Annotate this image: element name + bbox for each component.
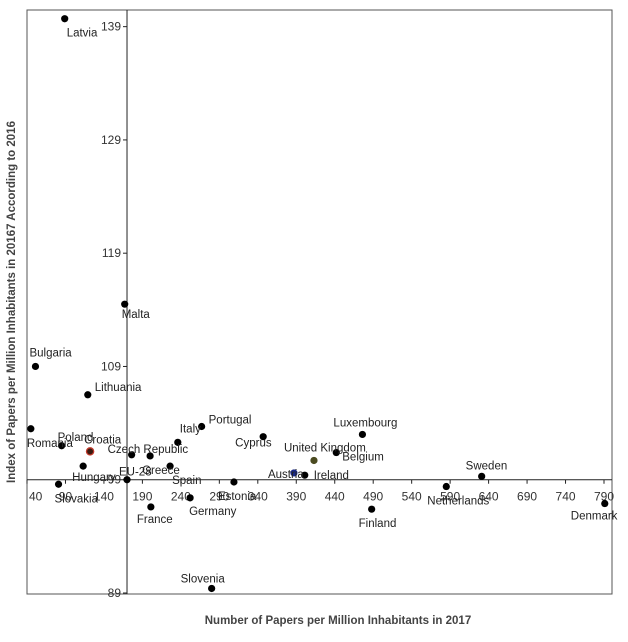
data-point — [147, 503, 155, 511]
x-tick-label: 340 — [248, 490, 268, 504]
x-tick-label: 540 — [402, 490, 422, 504]
data-point — [121, 300, 129, 308]
y-axis-ticks: 89 99 109 119 129 139 — [101, 20, 128, 600]
data-point — [174, 438, 182, 446]
data-point — [146, 452, 154, 460]
point-label: Germany — [189, 506, 237, 518]
data-point — [54, 480, 63, 488]
x-tick-label: 40 — [29, 490, 43, 504]
point-label: Poland — [58, 432, 94, 444]
data-points — [27, 15, 609, 593]
point-label: EU-28 — [119, 467, 152, 479]
y-tick-label: 99 — [108, 473, 122, 487]
data-point — [601, 499, 609, 508]
data-point — [290, 469, 298, 477]
point-label: Croatia — [84, 434, 122, 446]
data-point — [128, 451, 136, 459]
point-label: Finland — [359, 518, 397, 530]
data-point — [61, 15, 69, 23]
data-point — [301, 471, 309, 479]
point-label: Luxembourg — [333, 417, 397, 429]
data-point — [79, 462, 87, 470]
point-label: Slovenia — [181, 573, 226, 585]
point-label: Hungary — [72, 472, 116, 484]
data-point — [259, 433, 267, 441]
point-label: Czech Republic — [108, 444, 189, 456]
data-point — [31, 362, 40, 371]
data-point — [85, 447, 95, 456]
point-label: Lithuania — [95, 382, 142, 394]
point-label: France — [137, 514, 173, 526]
data-point — [230, 478, 238, 486]
point-label: Estonia — [218, 491, 257, 503]
point-label: Greece — [142, 465, 180, 477]
data-point — [358, 430, 367, 439]
data-point — [84, 391, 92, 399]
data-point — [478, 472, 486, 480]
y-axis-title: Index of Papers per Million Inhabitants … — [6, 121, 18, 483]
x-tick-label: 90 — [59, 490, 73, 504]
x-tick-label: 790 — [594, 490, 614, 504]
data-point — [27, 425, 35, 433]
x-tick-label: 590 — [440, 490, 460, 504]
data-point — [58, 442, 66, 450]
point-label: Italy — [180, 423, 201, 435]
point-label: Belgium — [342, 452, 384, 464]
x-tick-label: 290 — [209, 490, 229, 504]
data-point — [186, 494, 194, 502]
data-point — [198, 422, 206, 431]
x-tick-label: 390 — [286, 490, 306, 504]
data-point — [123, 476, 131, 484]
x-tick-label: 690 — [517, 490, 537, 504]
point-label: United Kingdom — [284, 442, 366, 454]
point-label: Bulgaria — [29, 347, 72, 359]
point-label: Slovakia — [55, 493, 99, 505]
y-tick-label: 109 — [101, 359, 121, 373]
data-point — [208, 584, 216, 593]
point-label: Denmark — [571, 511, 618, 523]
point-label: Netherlands — [427, 496, 489, 508]
point-label: Portugal — [209, 414, 252, 426]
data-point — [166, 462, 174, 470]
x-tick-label: 190 — [132, 490, 152, 504]
point-label: Romania — [27, 438, 74, 450]
x-tick-label: 490 — [363, 490, 383, 504]
x-tick-label: 440 — [325, 490, 345, 504]
point-label: Ireland — [314, 470, 349, 482]
data-point — [332, 448, 340, 457]
y-tick-label: 129 — [101, 133, 121, 147]
point-label: Spain — [172, 475, 201, 487]
point-label: Latvia — [67, 28, 98, 40]
x-tick-label: 240 — [171, 490, 191, 504]
y-tick-label: 119 — [102, 246, 121, 260]
point-label: Cyprus — [235, 438, 272, 450]
point-labels: Latvia Malta Bulgaria Lithuania RomaniaPolan… — [27, 28, 618, 586]
y-tick-label: 89 — [108, 586, 122, 600]
data-point — [368, 505, 376, 513]
point-label: Malta — [122, 309, 151, 321]
y-tick-label: 139 — [101, 20, 121, 34]
point-label: Austria — [268, 469, 304, 481]
x-axis-ticks: 40 90 140 190 240 290 340 390 440 490 540 590 640 690… — [26, 479, 614, 504]
data-point — [310, 456, 318, 465]
plot-frame — [26, 9, 613, 595]
x-tick-label: 140 — [94, 490, 114, 504]
data-point — [442, 482, 450, 491]
point-label: Sweden — [466, 460, 508, 472]
x-tick-label: 740 — [556, 490, 576, 504]
x-axis-title: Number of Papers per Million Inhabitants… — [205, 615, 471, 627]
x-tick-label: 640 — [479, 490, 499, 504]
